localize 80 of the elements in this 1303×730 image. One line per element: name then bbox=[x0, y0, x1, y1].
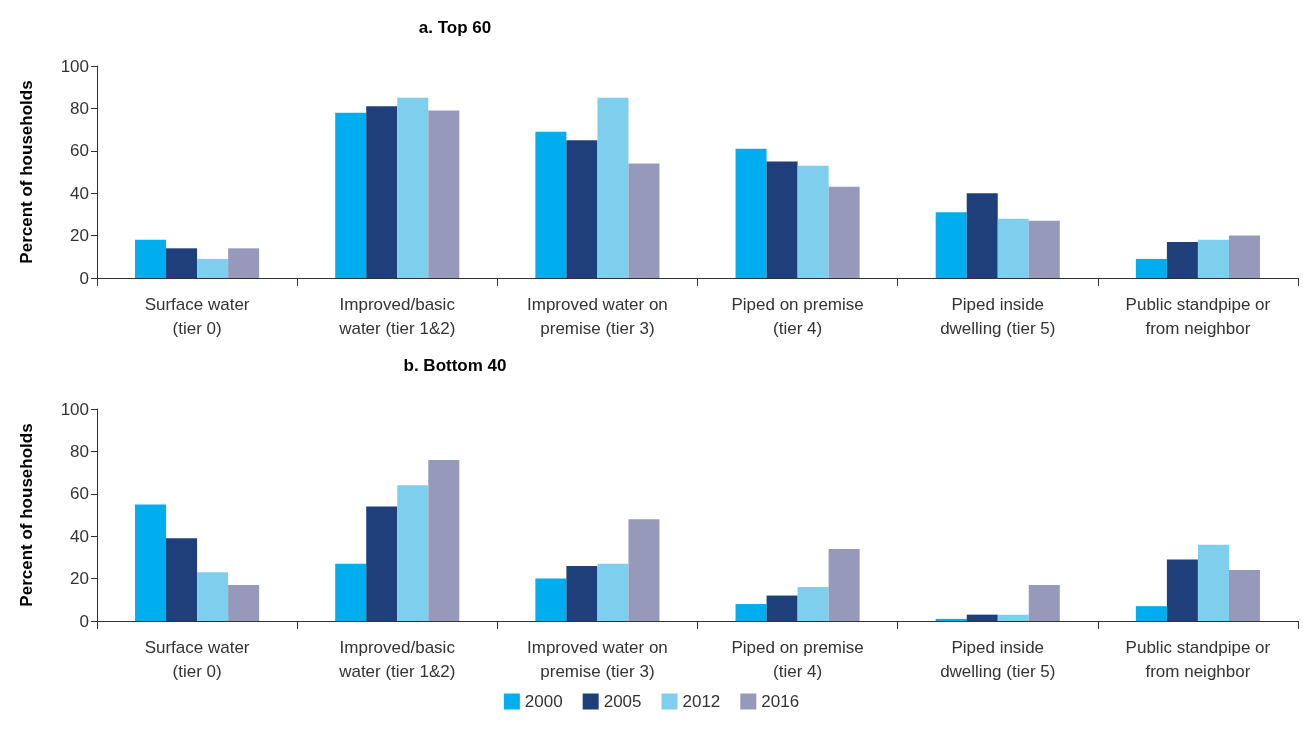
y-tick-label: 0 bbox=[79, 268, 89, 288]
y-tick-label: 40 bbox=[70, 526, 89, 546]
x-tick-label: Piped on premise (tier 4) bbox=[731, 294, 864, 338]
x-tick-label: Piped on premise (tier 4) bbox=[731, 637, 864, 681]
bar bbox=[166, 538, 198, 621]
bar bbox=[1197, 544, 1229, 621]
bar bbox=[397, 485, 429, 621]
bar bbox=[228, 248, 260, 278]
bar bbox=[935, 618, 967, 621]
bar bbox=[766, 595, 798, 621]
bar bbox=[828, 186, 860, 278]
bar bbox=[1166, 241, 1198, 278]
y-axis-title: Percent of households bbox=[17, 80, 36, 264]
legend-label: 2000 bbox=[524, 692, 563, 711]
bar bbox=[597, 563, 629, 621]
bar bbox=[1228, 570, 1260, 621]
bar bbox=[935, 212, 967, 278]
x-tick-label: Piped inside dwelling (tier 5) bbox=[940, 294, 1056, 338]
y-tick-label: 20 bbox=[70, 569, 89, 589]
x-tick-label: Improved/basic water (tier 1&2) bbox=[338, 637, 456, 681]
x-tick-label: Surface water (tier 0) bbox=[144, 637, 250, 681]
bar bbox=[1135, 606, 1167, 621]
y-tick-label: 0 bbox=[79, 611, 89, 631]
bar bbox=[366, 106, 398, 278]
bar bbox=[828, 548, 860, 621]
bar bbox=[1028, 584, 1060, 621]
chart-title: b. Bottom 40 bbox=[403, 356, 507, 375]
x-tick-label: Surface water (tier 0) bbox=[144, 294, 250, 338]
bar bbox=[335, 563, 367, 621]
bar bbox=[735, 604, 767, 621]
bar bbox=[1135, 258, 1167, 278]
bar bbox=[997, 614, 1029, 621]
y-tick-label: 100 bbox=[60, 56, 89, 76]
y-tick-label: 80 bbox=[70, 98, 89, 118]
legend-label: 2012 bbox=[682, 692, 721, 711]
y-axis-title: Percent of households bbox=[17, 423, 36, 607]
bar bbox=[135, 239, 167, 278]
y-tick-label: 80 bbox=[70, 441, 89, 461]
bar bbox=[566, 140, 598, 278]
bar bbox=[197, 572, 229, 621]
x-tick-label: Improved water on premise (tier 3) bbox=[527, 637, 668, 681]
x-tick-label: Public standpipe or from neighbor bbox=[1125, 294, 1271, 338]
bar bbox=[797, 587, 829, 621]
bar bbox=[566, 565, 598, 621]
x-tick-label: Improved/basic water (tier 1&2) bbox=[338, 294, 456, 338]
bar bbox=[428, 110, 460, 278]
legend-label: 2016 bbox=[761, 692, 800, 711]
bar bbox=[997, 218, 1029, 278]
y-tick-label: 60 bbox=[70, 484, 89, 504]
bar bbox=[735, 148, 767, 278]
bar bbox=[1197, 239, 1229, 278]
bar bbox=[966, 193, 998, 278]
x-tick-label: Public standpipe or from neighbor bbox=[1125, 637, 1271, 681]
bar bbox=[197, 258, 229, 278]
bar bbox=[597, 97, 629, 278]
x-tick-label: Piped inside dwelling (tier 5) bbox=[940, 637, 1056, 681]
bar bbox=[628, 163, 660, 278]
chart-title: a. Top 60 bbox=[418, 18, 492, 37]
y-tick-label: 40 bbox=[70, 183, 89, 203]
bar bbox=[766, 161, 798, 278]
bar bbox=[335, 112, 367, 278]
bar bbox=[1028, 220, 1060, 278]
bar bbox=[535, 131, 567, 278]
bar bbox=[1166, 559, 1198, 621]
bar bbox=[628, 519, 660, 621]
bar bbox=[166, 248, 198, 278]
bar bbox=[366, 506, 398, 621]
bar bbox=[135, 504, 167, 621]
bar bbox=[397, 97, 429, 278]
bar bbox=[1228, 235, 1260, 278]
bar bbox=[797, 165, 829, 278]
y-tick-label: 20 bbox=[70, 226, 89, 246]
bar bbox=[535, 578, 567, 621]
legend-label: 2005 bbox=[603, 692, 642, 711]
y-tick-label: 60 bbox=[70, 141, 89, 161]
bar bbox=[228, 584, 260, 621]
y-tick-label: 100 bbox=[60, 399, 89, 419]
x-tick-label: Improved water on premise (tier 3) bbox=[527, 294, 668, 338]
bar bbox=[428, 459, 460, 621]
bar bbox=[966, 614, 998, 621]
